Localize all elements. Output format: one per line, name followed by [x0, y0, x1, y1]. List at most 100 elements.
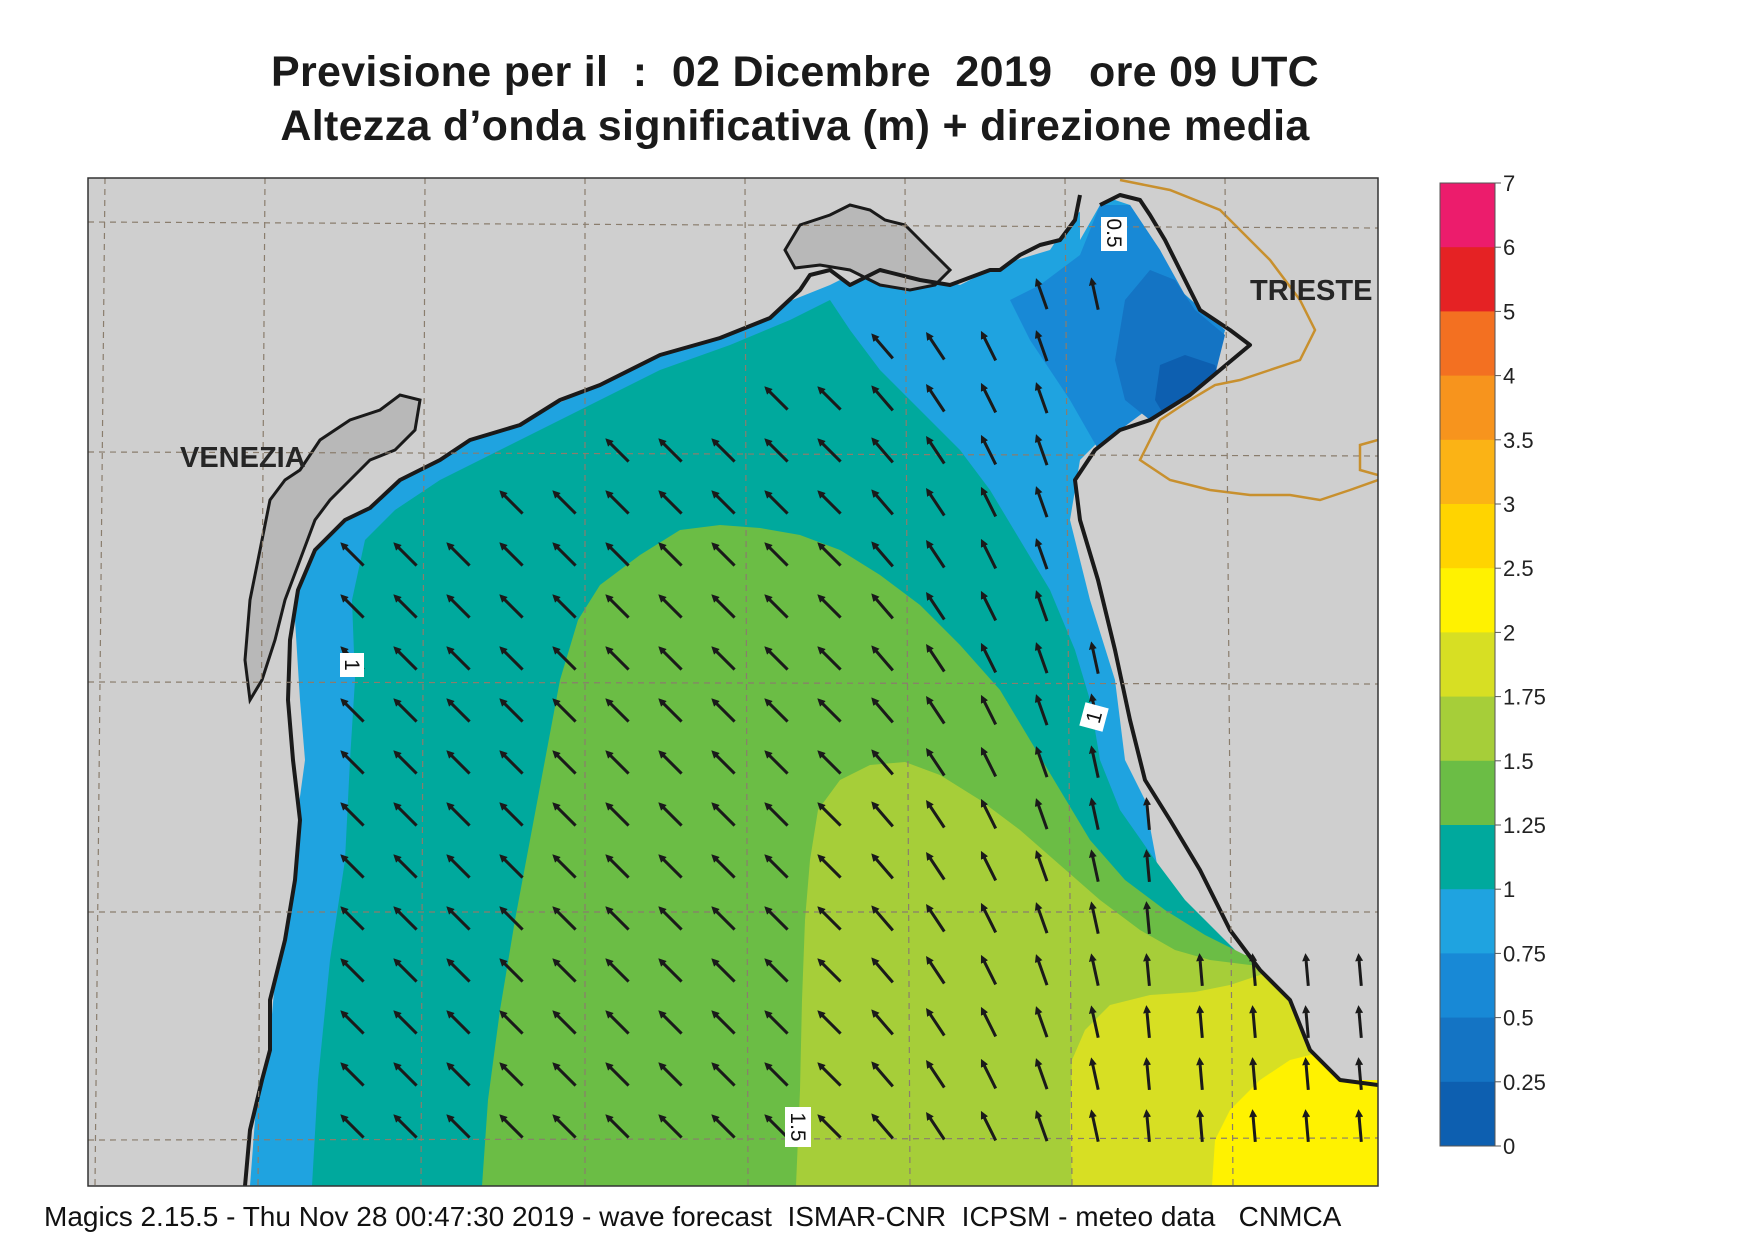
wave-arrow [926, 748, 946, 777]
wave-arrow [552, 594, 577, 619]
wave-arrow [817, 1010, 842, 1035]
wave-arrow [499, 906, 524, 931]
wave-arrow [552, 906, 577, 931]
wave-arrow [980, 642, 998, 674]
wave-arrow [552, 698, 577, 723]
wave-arrow [1196, 1057, 1205, 1091]
wave-arrow [446, 906, 471, 931]
wave-arrow [764, 750, 789, 775]
border-line-2 [1358, 438, 1378, 477]
wave-arrow [980, 434, 998, 466]
colorbar-tick-label: 4 [1503, 364, 1515, 389]
wave-arrow [552, 542, 577, 567]
wave-arrow [926, 384, 946, 413]
wave-arrow [393, 698, 418, 723]
wave-arrow [552, 1114, 577, 1139]
wave-arrow [817, 386, 842, 411]
wave-arrow [817, 802, 842, 827]
wave-arrow [658, 1114, 683, 1139]
wave-arrow [926, 1060, 946, 1089]
wave-arrow [499, 750, 524, 775]
wave-arrow [1302, 1057, 1311, 1091]
wave-arrow [1034, 1006, 1049, 1038]
wave-arrow [1034, 1058, 1049, 1090]
wave-arrow [393, 646, 418, 671]
colorbar-tick-label: 0.5 [1503, 1006, 1534, 1031]
colorbar-swatch [1440, 696, 1495, 762]
wave-arrow [980, 902, 998, 934]
sea-band-0.5-0.75 [1010, 205, 1225, 470]
wave-arrow [817, 542, 842, 567]
wave-arrow [552, 646, 577, 671]
land-northeast [1075, 178, 1378, 1080]
wave-arrow [1355, 1005, 1364, 1039]
wave-arrow [446, 802, 471, 827]
wave-arrow [926, 332, 946, 361]
wave-arrow [446, 594, 471, 619]
wave-arrow [871, 489, 894, 516]
wave-arrow [1143, 953, 1152, 987]
wave-arrow [1034, 538, 1049, 570]
wave-arrow [393, 802, 418, 827]
colorbar-tick-label: 1 [1503, 877, 1515, 902]
colorbar-tick-label: 5 [1503, 299, 1515, 324]
wave-arrow [871, 801, 894, 828]
wave-arrow [605, 854, 630, 879]
wave-arrow [1034, 382, 1049, 414]
wave-arrow [393, 906, 418, 931]
wave-arrow [980, 1110, 998, 1142]
wave-arrow [658, 594, 683, 619]
wave-arrow [446, 854, 471, 879]
footer-credits: Magics 2.15.5 - Thu Nov 28 00:47:30 2019… [44, 1201, 1342, 1232]
wave-arrow [1034, 850, 1049, 882]
wave-arrow [340, 542, 365, 567]
wave-arrow [658, 490, 683, 515]
wave-arrow [980, 798, 998, 830]
colorbar-swatch [1440, 953, 1495, 1019]
wave-arrow [764, 386, 789, 411]
wave-arrow [817, 438, 842, 463]
wave-arrow [1143, 849, 1152, 883]
wave-arrow [658, 698, 683, 723]
svg-text:1: 1 [340, 659, 363, 671]
wave-arrow [658, 906, 683, 931]
wave-arrow [711, 1114, 736, 1139]
wave-arrow [446, 750, 471, 775]
title-line-2: Altezza d’onda significativa (m) + direz… [280, 102, 1310, 150]
wave-arrow [926, 436, 946, 465]
trieste-gulf-land [783, 203, 953, 292]
colorbar-tick-label: 1.75 [1503, 685, 1546, 710]
wave-arrow [1249, 1057, 1258, 1091]
wave-arrow [499, 958, 524, 983]
wave-arrow [1088, 1005, 1100, 1039]
wave-arrow [499, 594, 524, 619]
wave-arrow [764, 1062, 789, 1087]
svg-text:1.5: 1.5 [786, 1112, 809, 1141]
wave-arrow [764, 906, 789, 931]
wave-arrow [446, 958, 471, 983]
wave-arrow [871, 541, 894, 568]
wave-arrow [446, 1010, 471, 1035]
wave-arrow [980, 954, 998, 986]
map-grid [88, 178, 1378, 1186]
wave-arrow [340, 1010, 365, 1035]
wave-arrow [1196, 953, 1205, 987]
colorbar-tick-label: 0.75 [1503, 941, 1546, 966]
wave-arrow [711, 542, 736, 567]
wave-arrow [340, 958, 365, 983]
wave-arrow [605, 438, 630, 463]
wave-arrow [764, 438, 789, 463]
wave-arrow [926, 540, 946, 569]
wave-arrow [393, 854, 418, 879]
wave-arrow [1088, 1057, 1100, 1091]
wave-arrow [980, 330, 998, 362]
colorbar-tick-label: 7 [1503, 171, 1515, 196]
colorbar-tick-label: 0 [1503, 1134, 1515, 1159]
wave-arrow [393, 594, 418, 619]
colorbar-tick-label: 2 [1503, 620, 1515, 645]
wave-arrow [340, 906, 365, 931]
svg-text:1: 1 [1082, 709, 1107, 726]
wave-arrow [1143, 1109, 1152, 1143]
wave-arrow [817, 1062, 842, 1087]
